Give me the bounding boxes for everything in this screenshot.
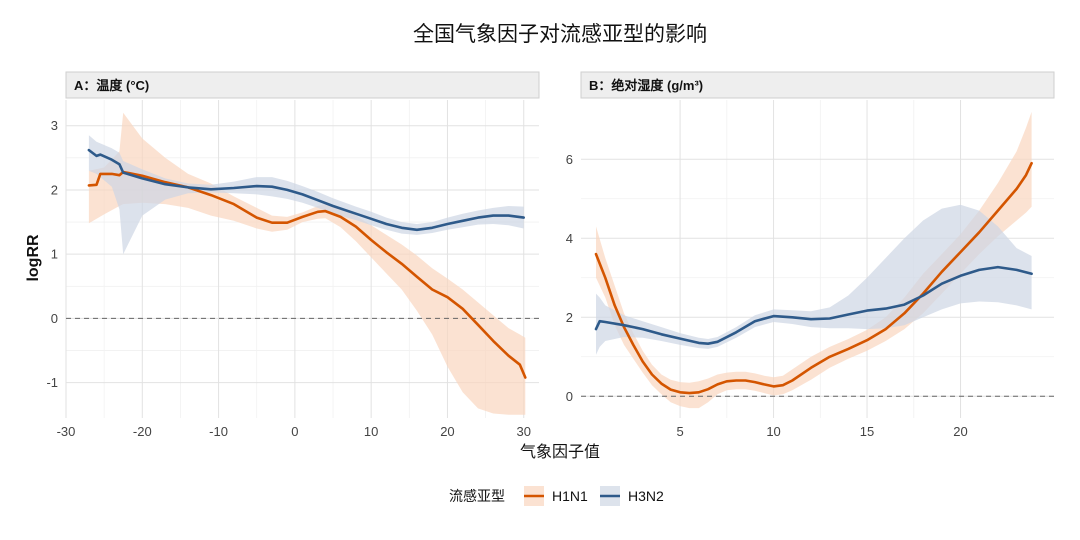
panel-b-x-tick-label: 20 — [953, 424, 967, 439]
panel-a-strip-label: A：温度 (°C) — [74, 78, 149, 93]
panel-a-x-ticks: -30 -20 -10 0 10 20 30 — [57, 424, 531, 439]
panel-a-x-tick-label: -20 — [133, 424, 152, 439]
panel-b-y-tick-label: 0 — [566, 389, 573, 404]
panel-a-lines — [87, 148, 527, 379]
panel-b-x-tick-label: 5 — [676, 424, 683, 439]
panel-b-x-ticks: 5 10 15 20 — [676, 424, 967, 439]
legend-label-h3n2: H3N2 — [628, 488, 664, 504]
panel-a-y-ticks: -1 0 1 2 3 — [46, 118, 58, 390]
panel-b-lines — [594, 161, 1033, 395]
panel-a-x-tick-label: -30 — [57, 424, 76, 439]
panel-a-strip — [65, 71, 540, 99]
panel-a-x-tick-label: 30 — [517, 424, 531, 439]
panel-a-y-tick-label: 0 — [51, 311, 58, 326]
panel-b-y-ticks: 0 2 4 6 — [566, 152, 573, 404]
panel-b-absolute-humidity: B：绝对湿度 (g/m³) 5 10 15 20 0 2 4 6 — [566, 71, 1055, 439]
panel-b-x-tick-label: 10 — [766, 424, 780, 439]
panel-b-y-tick-label: 6 — [566, 152, 573, 167]
panel-a-y-tick-label: 2 — [51, 182, 58, 197]
panel-b-ribbons — [596, 111, 1032, 409]
panel-b-ci-band-h3n2 — [596, 204, 1032, 355]
panel-a-y-tick-label: 3 — [51, 118, 58, 133]
legend-title: 流感亚型 — [449, 488, 505, 505]
panel-a-x-tick-label: -10 — [209, 424, 228, 439]
panel-b-line-h1n1 — [594, 161, 1033, 395]
panel-a-line-h3n2 — [87, 148, 526, 232]
legend-label-h1n1: H1N1 — [552, 488, 588, 504]
panel-a-x-tick-label: 10 — [364, 424, 378, 439]
panel-b-x-tick-label: 15 — [860, 424, 874, 439]
panel-b-y-tick-label: 2 — [566, 310, 573, 325]
y-axis-title: logRR — [25, 234, 42, 282]
panel-a-x-tick-label: 0 — [291, 424, 298, 439]
panel-b-line-h3n2 — [594, 265, 1033, 346]
panel-b-strip-label: B：绝对湿度 (g/m³) — [589, 78, 703, 93]
legend: 流感亚型 H1N1 H3N2 — [449, 486, 664, 506]
panel-b-strip — [580, 71, 1055, 99]
panel-a-y-tick-label: -1 — [46, 375, 58, 390]
x-axis-title: 气象因子值 — [520, 442, 600, 461]
panel-b-y-tick-label: 4 — [566, 231, 573, 246]
panel-a-x-tick-label: 20 — [440, 424, 454, 439]
chart-title: 全国气象因子对流感亚型的影响 — [413, 22, 707, 46]
panel-a-y-tick-label: 1 — [51, 247, 58, 262]
